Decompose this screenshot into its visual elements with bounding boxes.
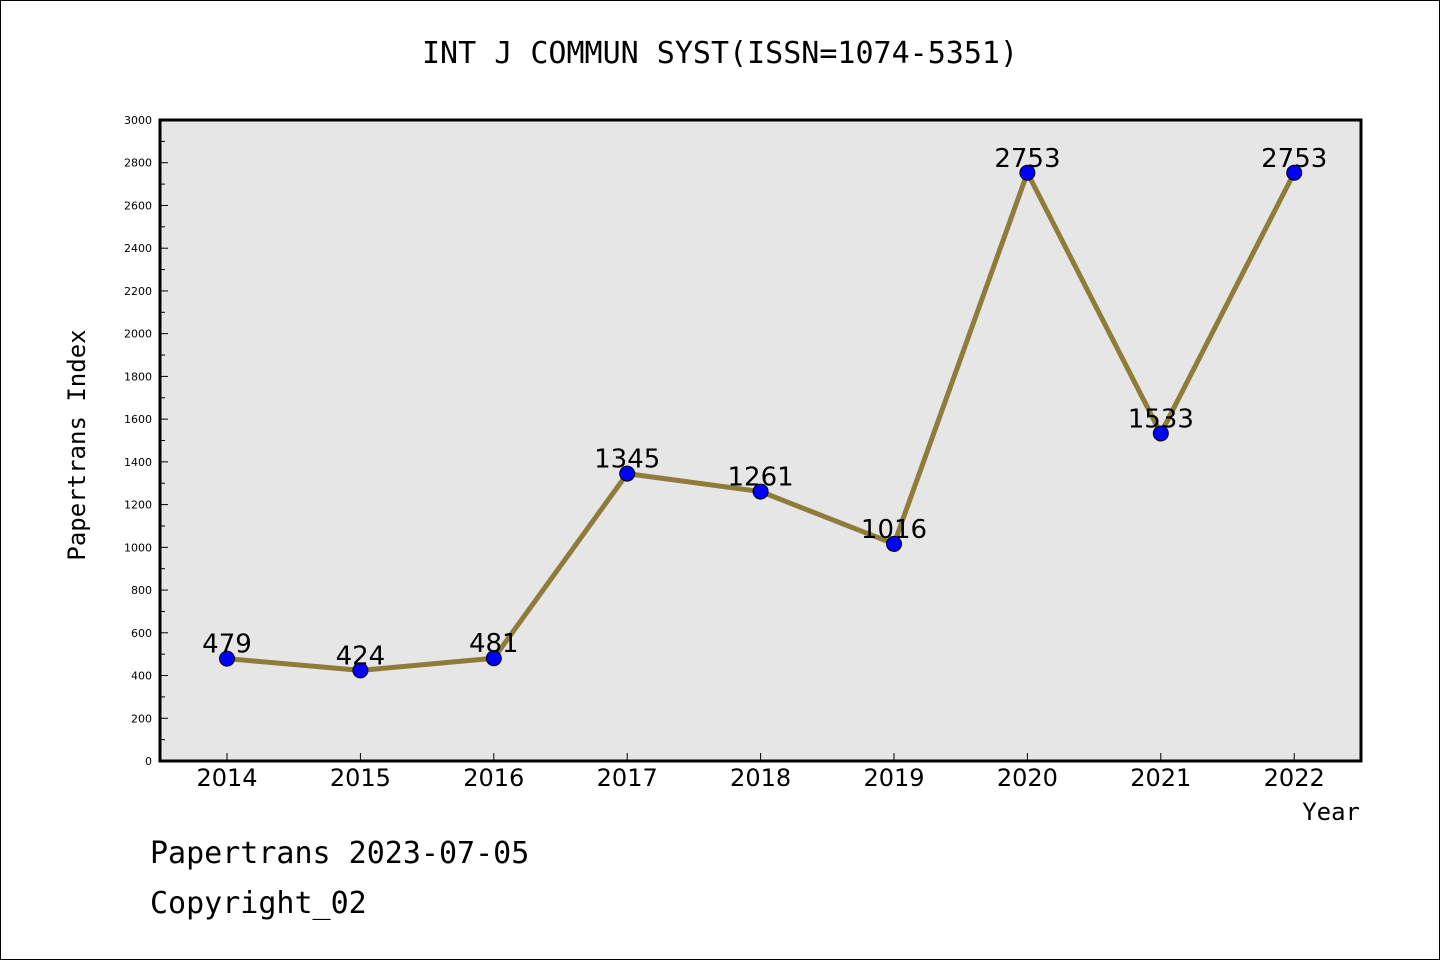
y-tick-label: 1000 (124, 541, 152, 554)
y-tick-label: 1600 (124, 413, 152, 426)
y-tick-label: 2000 (124, 328, 152, 341)
data-label: 1016 (861, 515, 927, 545)
data-point (619, 465, 636, 482)
x-axis-label: Year (1302, 798, 1360, 826)
y-tick-label: 1200 (124, 499, 152, 512)
y-tick-label: 200 (131, 712, 152, 725)
data-label: 2753 (1261, 144, 1327, 174)
x-tick-label: 2014 (196, 764, 257, 792)
data-label: 481 (469, 629, 519, 659)
x-tick-label: 2021 (1130, 764, 1191, 792)
y-tick-label: 2400 (124, 242, 152, 255)
y-tick-label: 600 (131, 627, 152, 640)
chart-title: INT J COMMUN SYST(ISSN=1074-5351) (421, 36, 1019, 71)
data-point (752, 483, 769, 500)
x-tick-label: 2015 (330, 764, 391, 792)
footer-copyright: Copyright_02 (150, 886, 367, 921)
y-tick-label: 2200 (124, 285, 152, 298)
plot-border (158, 118, 1363, 763)
data-point (886, 535, 902, 552)
data-point (485, 650, 502, 667)
y-tick-label: 400 (131, 670, 152, 683)
x-tick-label: 2016 (463, 764, 524, 792)
y-tick-label: 3000 (124, 114, 152, 127)
y-tick-label: 1400 (124, 456, 152, 469)
x-tick-label: 2019 (863, 764, 924, 792)
x-tick-label: 2018 (730, 764, 791, 792)
x-tick-label: 2022 (1264, 764, 1325, 792)
x-tick-label: 2017 (597, 764, 658, 792)
data-point (1286, 164, 1303, 181)
y-tick-label: 2600 (124, 199, 152, 212)
y-tick-label: 1800 (124, 370, 152, 383)
y-tick-label: 2800 (124, 157, 152, 170)
x-axis-ticks: 2014 2015 2016 2017 2018 2019 2020 2021 2022 (196, 753, 1325, 792)
y-axis-label: Papertrans Index (63, 329, 91, 560)
data-point (219, 650, 235, 667)
data-point (1152, 425, 1169, 442)
data-label: 1533 (1128, 404, 1194, 434)
data-point (352, 662, 369, 679)
x-tick-label: 2020 (997, 764, 1058, 792)
footer-date-line: Papertrans 2023-07-05 (150, 836, 530, 871)
data-label: 1345 (594, 445, 660, 475)
data-label: 479 (202, 630, 252, 660)
data-label: 424 (336, 641, 386, 671)
data-labels-group: 479 424 481 1345 1261 1016 2753 1533 2753 (202, 144, 1327, 672)
data-label: 1261 (728, 463, 794, 493)
data-point (1019, 164, 1036, 181)
y-tick-label: 800 (131, 584, 152, 597)
data-label: 2753 (994, 144, 1060, 174)
series-points-group (219, 164, 1303, 679)
y-tick-label: 0 (145, 755, 152, 768)
